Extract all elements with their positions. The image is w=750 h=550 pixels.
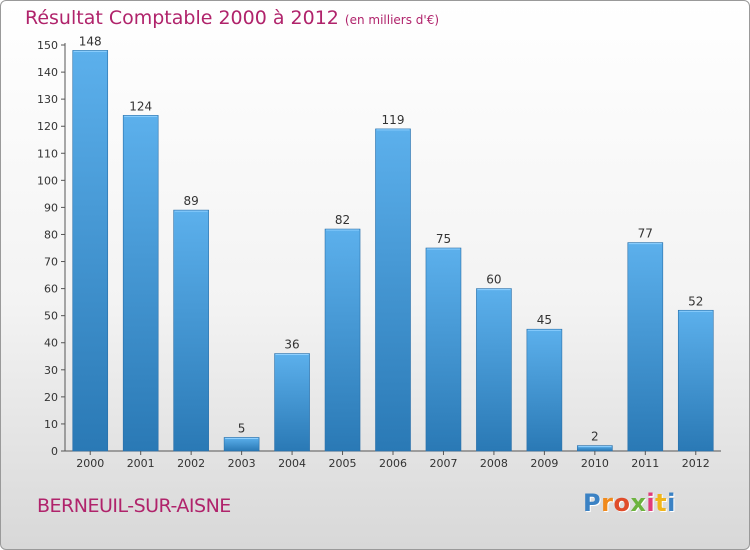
y-tick-label: 130 <box>37 93 58 106</box>
data-label: 82 <box>335 213 350 227</box>
data-label: 52 <box>688 294 703 308</box>
city-name: BERNEUIL-SUR-AISNE <box>37 495 231 517</box>
y-tick-label: 0 <box>51 445 58 458</box>
y-tick-label: 10 <box>44 418 58 431</box>
x-tick-label: 2010 <box>581 457 609 470</box>
x-tick-label: 2001 <box>127 457 155 470</box>
x-tick-label: 2008 <box>480 457 508 470</box>
bar <box>627 242 664 452</box>
logo-letter: i <box>646 489 656 517</box>
bar <box>476 288 512 452</box>
x-tick-label: 2006 <box>379 457 407 470</box>
y-tick-label: 70 <box>44 256 58 269</box>
bar <box>173 209 209 452</box>
data-label: 148 <box>79 34 102 48</box>
x-tick-label: 2009 <box>530 457 558 470</box>
x-tick-label: 2005 <box>329 457 357 470</box>
x-tick-label: 2004 <box>278 457 306 470</box>
chart-title-text: Résultat Comptable 2000 à 2012 <box>25 7 339 29</box>
logo-letter: x <box>630 489 647 517</box>
data-label: 89 <box>184 194 199 208</box>
y-tick-label: 140 <box>37 66 58 79</box>
bar <box>425 247 462 452</box>
data-label: 2 <box>591 430 599 444</box>
y-tick-label: 60 <box>44 283 58 296</box>
data-label: 5 <box>238 421 246 435</box>
bar <box>526 328 563 452</box>
bar <box>72 50 109 452</box>
y-tick-label: 110 <box>37 147 58 160</box>
chart-title: Résultat Comptable 2000 à 2012 (en millie… <box>25 7 439 29</box>
chart-subtitle: (en milliers d'€) <box>344 13 440 27</box>
bar <box>223 437 260 452</box>
data-label: 77 <box>638 227 653 241</box>
y-tick-label: 40 <box>44 337 58 350</box>
data-label: 119 <box>382 113 405 127</box>
data-label: 75 <box>436 232 451 246</box>
logo-letter: i <box>667 489 676 517</box>
y-tick-label: 20 <box>44 391 58 404</box>
data-label: 45 <box>537 313 552 327</box>
proxiti-logo: Proxiti <box>583 489 676 517</box>
data-label: 60 <box>486 273 501 287</box>
y-tick-label: 30 <box>44 364 58 377</box>
bar <box>677 309 714 452</box>
logo-letter: P <box>583 489 602 517</box>
logo-letter: r <box>601 489 614 517</box>
bar <box>274 353 310 452</box>
x-tick-label: 2002 <box>177 457 205 470</box>
y-tick-label: 150 <box>37 39 58 52</box>
x-tick-label: 2012 <box>682 457 710 470</box>
x-tick-label: 2007 <box>429 457 457 470</box>
bar <box>122 115 159 452</box>
y-tick-label: 80 <box>44 228 58 241</box>
y-tick-label: 100 <box>37 174 58 187</box>
x-tick-label: 2003 <box>228 457 256 470</box>
bar <box>324 228 361 452</box>
data-label: 124 <box>129 99 152 113</box>
logo-letter: t <box>655 489 668 517</box>
bar <box>375 128 411 452</box>
logo-letter: o <box>613 489 631 517</box>
x-tick-label: 2000 <box>76 457 104 470</box>
y-tick-label: 120 <box>37 120 58 133</box>
data-label: 36 <box>284 338 299 352</box>
x-tick-label: 2011 <box>631 457 659 470</box>
y-tick-label: 90 <box>44 201 58 214</box>
y-tick-label: 50 <box>44 310 58 323</box>
